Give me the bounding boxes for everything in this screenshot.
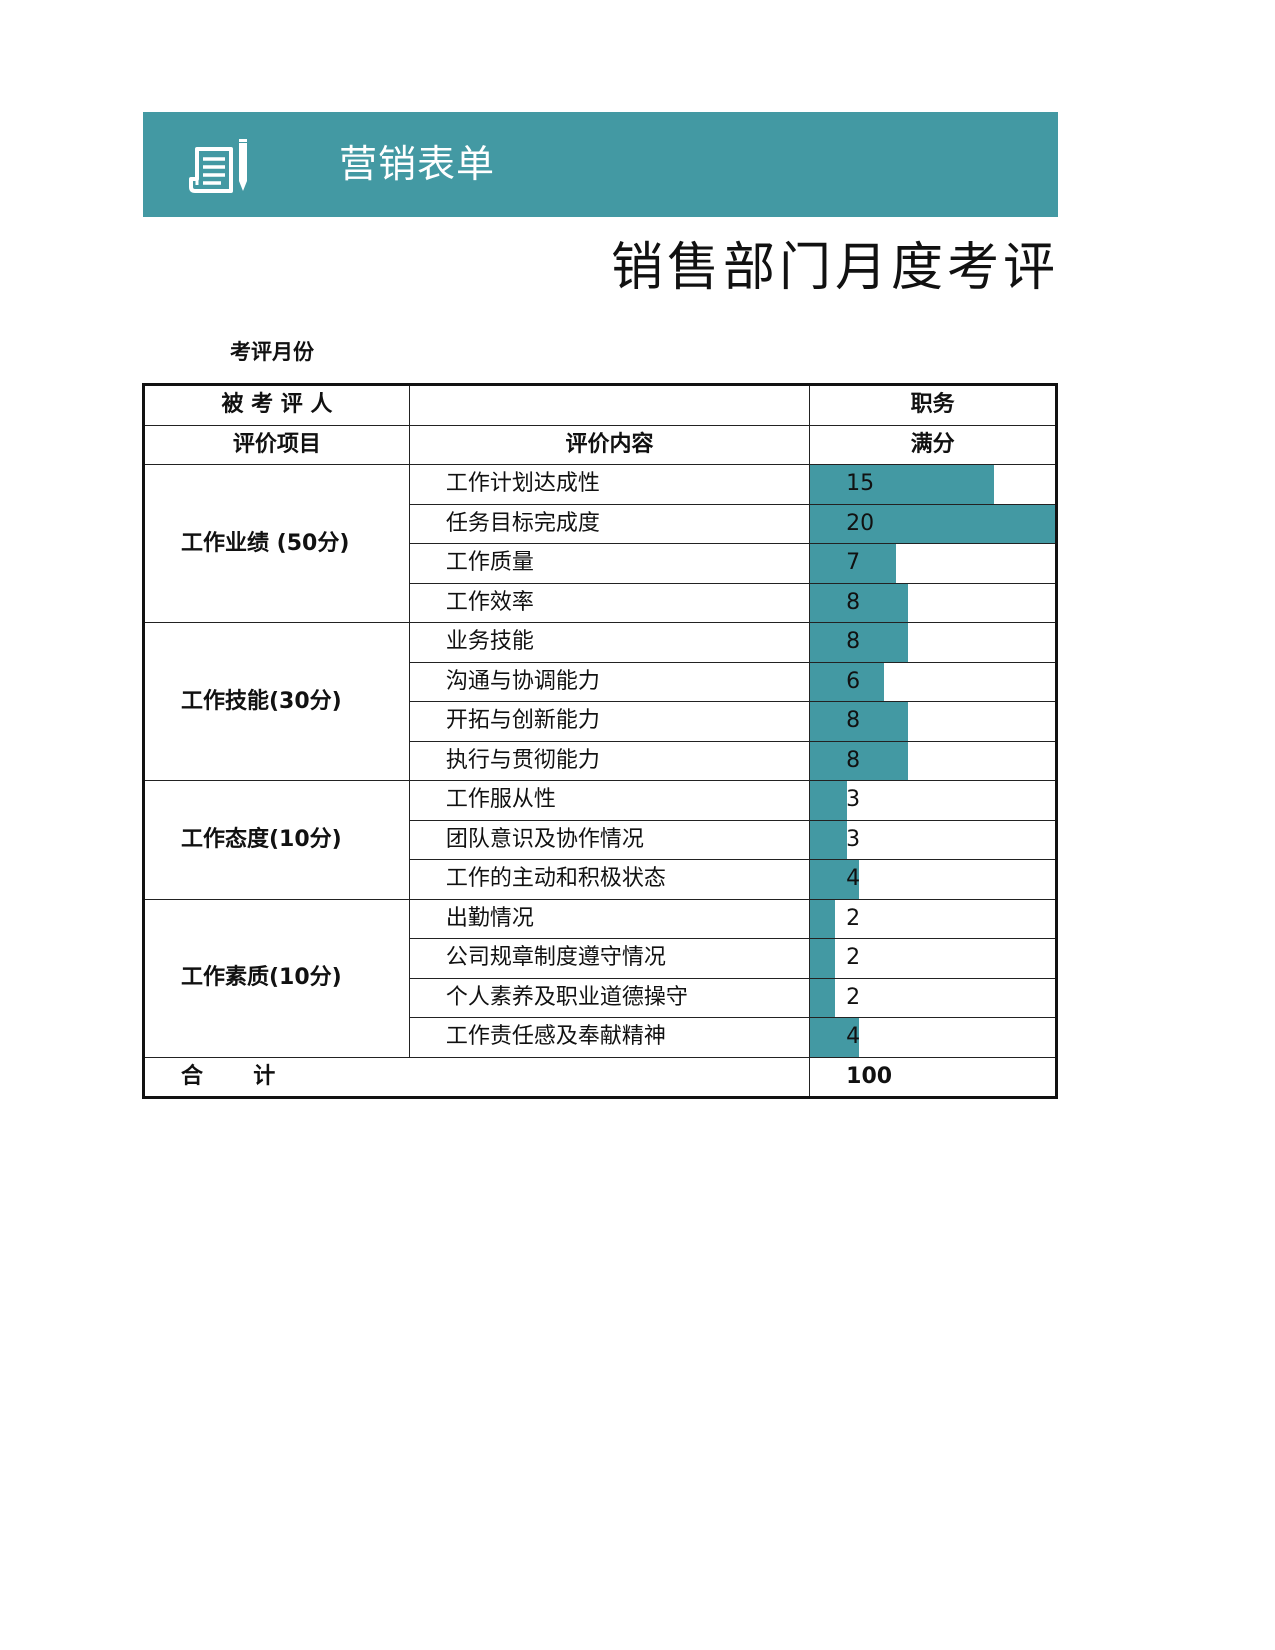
table-row: 工作的主动和积极状态 4 xyxy=(144,859,1057,900)
evaluation-item: 公司规章制度遵守情况 xyxy=(408,938,811,979)
score-value: 3 xyxy=(846,826,861,852)
score-bar xyxy=(810,860,860,899)
evaluee-row: 被 考 评 人 职务 xyxy=(143,384,1057,426)
score-cell: 8 xyxy=(809,622,1057,663)
table-row: 工作态度(10分) 工作服从性 3 xyxy=(143,780,1057,900)
evaluation-item: 执行与贯彻能力 xyxy=(408,740,811,781)
score-value: 8 xyxy=(846,589,861,615)
score-bar xyxy=(810,465,994,504)
evaluation-item: 个人素养及职业道德操守 xyxy=(408,977,811,1018)
evaluation-item: 工作服从性 xyxy=(408,780,811,821)
score-bar xyxy=(810,544,896,583)
total-label: 合 计 xyxy=(142,1056,811,1098)
score-cell: 2 xyxy=(809,938,1057,979)
score-bar xyxy=(810,899,835,938)
score-bar xyxy=(810,702,909,741)
score-bar xyxy=(810,820,847,859)
score-value: 7 xyxy=(846,550,861,576)
score-value: 4 xyxy=(846,1024,861,1050)
score-value: 2 xyxy=(846,984,861,1010)
evaluation-item: 团队意识及协作情况 xyxy=(408,819,811,860)
table-row: 公司规章制度遵守情况 2 xyxy=(144,938,1057,979)
content-column-header: 评价内容 xyxy=(408,424,811,465)
category-label: 工作技能(30分) xyxy=(143,622,410,781)
evaluation-table: 被 考 评 人 职务 评价项目 评价内容 满分 工作业绩 (50分) 工作计划达成… xyxy=(142,383,1058,1099)
banner-title: 营销表单 xyxy=(339,142,496,186)
column-header-row: 评价项目 评价内容 满分 xyxy=(143,424,1057,465)
form-pen-icon xyxy=(189,139,247,193)
document-title: 销售部门月度考评表 xyxy=(611,238,1058,298)
score-value: 20 xyxy=(846,510,875,536)
score-cell: 2 xyxy=(809,977,1057,1018)
score-cell: 6 xyxy=(809,661,1057,702)
evaluation-item: 任务目标完成度 xyxy=(408,503,811,544)
score-bar xyxy=(810,583,909,622)
score-value: 15 xyxy=(846,471,875,497)
score-cell: 3 xyxy=(809,819,1057,860)
evaluation-item: 工作的主动和积极状态 xyxy=(408,859,811,900)
score-cell: 7 xyxy=(809,543,1057,584)
score-cell: 4 xyxy=(809,859,1057,900)
score-value: 8 xyxy=(846,747,861,773)
evaluation-item: 开拓与创新能力 xyxy=(408,701,811,742)
score-bar xyxy=(810,504,1055,543)
evaluee-label: 被 考 评 人 xyxy=(143,384,410,426)
month-label: 考评月份 xyxy=(230,340,314,364)
score-cell: 8 xyxy=(809,740,1057,781)
total-value: 100 xyxy=(809,1056,1057,1098)
score-cell: 8 xyxy=(809,582,1057,623)
evaluation-item: 业务技能 xyxy=(408,622,811,663)
table-row: 工作业绩 (50分) 工作计划达成性 15 xyxy=(143,464,1057,623)
score-value: 2 xyxy=(846,945,861,971)
table-row: 工作素质(10分) 出勤情况 2 xyxy=(143,898,1057,1058)
score-bar xyxy=(810,978,835,1017)
table-row: 开拓与创新能力 8 xyxy=(144,701,1057,742)
total-row: 合 计 100 xyxy=(142,1056,1057,1098)
score-bar xyxy=(810,1018,860,1057)
score-value: 6 xyxy=(846,668,861,694)
score-bar xyxy=(810,781,847,820)
evaluation-item: 工作质量 xyxy=(408,543,811,584)
score-cell: 2 xyxy=(809,898,1057,939)
table-row: 执行与贯彻能力 8 xyxy=(144,740,1057,781)
score-bar xyxy=(810,741,909,780)
score-value: 8 xyxy=(846,708,861,734)
table-row: 工作质量 7 xyxy=(144,543,1057,584)
score-cell: 20 xyxy=(809,503,1057,544)
score-value: 4 xyxy=(846,866,861,892)
score-cell: 15 xyxy=(809,464,1057,505)
evaluation-item: 工作效率 xyxy=(408,582,811,623)
score-cell: 8 xyxy=(809,701,1057,742)
header-banner: 营销表单 xyxy=(143,112,1058,217)
category-label: 工作素质(10分) xyxy=(143,898,410,1058)
score-bar xyxy=(810,939,835,978)
document-title-area: 销售部门月度考评表 xyxy=(143,230,1058,310)
evaluee-value[interactable] xyxy=(408,384,811,426)
evaluation-item: 工作责任感及奉献精神 xyxy=(408,1017,811,1058)
evaluation-item: 出勤情况 xyxy=(408,898,811,939)
score-column-header: 满分 xyxy=(809,424,1057,465)
score-bar xyxy=(810,662,884,701)
category-label: 工作业绩 (50分) xyxy=(143,464,410,623)
score-cell: 3 xyxy=(809,780,1057,821)
score-value: 8 xyxy=(846,629,861,655)
score-value: 3 xyxy=(846,787,861,813)
evaluation-item: 工作计划达成性 xyxy=(408,464,811,505)
table-row: 工作技能(30分) 业务技能 8 xyxy=(143,622,1057,781)
item-column-header: 评价项目 xyxy=(143,424,410,465)
score-cell: 4 xyxy=(809,1017,1057,1058)
category-label: 工作态度(10分) xyxy=(143,780,410,900)
table-row: 工作效率 8 xyxy=(144,582,1057,623)
table-row: 任务目标完成度 20 xyxy=(144,503,1057,544)
evaluation-item: 沟通与协调能力 xyxy=(408,661,811,702)
score-value: 2 xyxy=(846,905,861,931)
table-row: 个人素养及职业道德操守 2 xyxy=(144,977,1057,1018)
position-label: 职务 xyxy=(809,384,1057,426)
table-row: 团队意识及协作情况 3 xyxy=(144,819,1057,860)
score-bar xyxy=(810,623,909,662)
